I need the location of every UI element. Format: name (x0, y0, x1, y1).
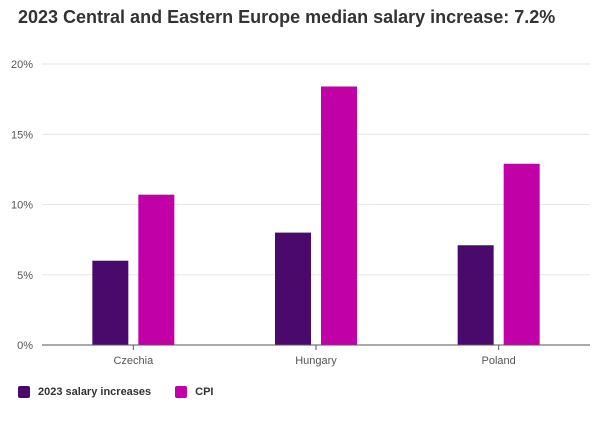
legend-swatch-salary (18, 386, 30, 398)
bar-czechia-salary (92, 260, 129, 345)
x-tick-label: Poland (482, 355, 516, 367)
gridlines (42, 63, 590, 276)
y-tick-label: 20% (11, 59, 33, 71)
bars (92, 86, 540, 345)
y-tick-label: 10% (11, 200, 33, 212)
legend-item-cpi: CPI (175, 386, 214, 398)
x-tick-label: Hungary (295, 355, 337, 367)
bar-hungary-salary (275, 232, 311, 345)
y-axis-ticks: 0% 5% 10% 15% 20% (11, 59, 33, 352)
x-axis-ticks: Czechia Hungary Poland (113, 345, 516, 367)
legend-item-salary: 2023 salary increases (18, 386, 151, 398)
legend-swatch-cpi (175, 386, 188, 398)
y-tick-label: 5% (17, 270, 33, 282)
legend-label-cpi: CPI (195, 386, 214, 398)
legend: 2023 salary increases CPI (18, 386, 238, 398)
bar-hungary-cpi (321, 86, 357, 345)
bar-poland-cpi (503, 163, 540, 345)
chart-title: 2023 Central and Eastern Europe median s… (18, 7, 556, 27)
y-tick-label: 0% (17, 340, 33, 352)
bar-czechia-cpi (138, 194, 175, 345)
x-tick-label: Czechia (113, 355, 154, 367)
bar-poland-salary (457, 245, 494, 345)
legend-label-salary: 2023 salary increases (38, 386, 152, 398)
y-tick-label: 15% (11, 129, 33, 141)
